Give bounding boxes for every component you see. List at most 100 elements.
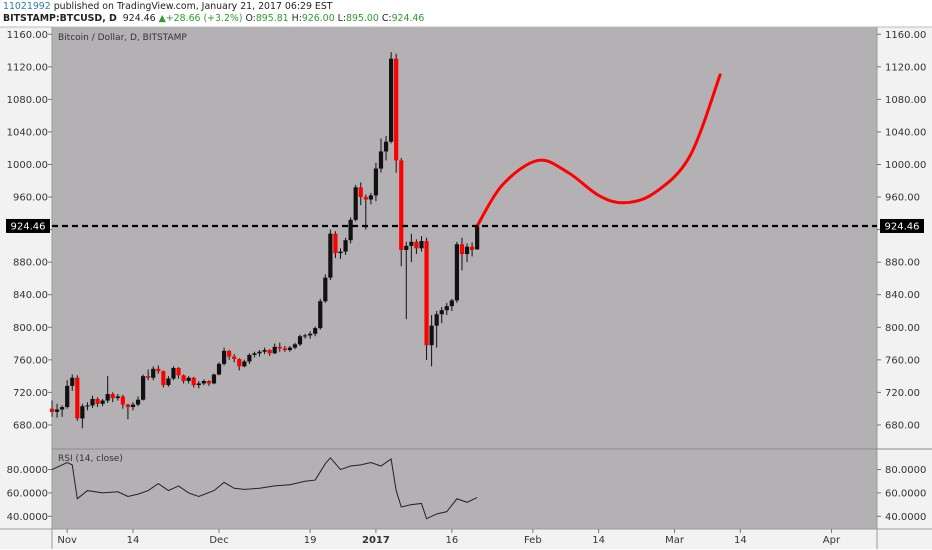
candle-down[interactable] [49, 408, 55, 412]
candle-down[interactable] [227, 350, 232, 357]
candle-down[interactable] [110, 394, 115, 399]
candle-up[interactable] [242, 361, 247, 367]
candle-up[interactable] [323, 277, 328, 302]
candle-down[interactable] [120, 396, 125, 405]
candle-up[interactable] [80, 406, 85, 419]
candle-up[interactable] [297, 336, 303, 345]
candle-up[interactable] [201, 381, 206, 384]
right-y-tick-label: 720.00 [885, 388, 920, 399]
right-y-tick-label: 800.00 [885, 323, 920, 334]
price-pane[interactable] [52, 27, 877, 449]
candle-up[interactable] [216, 363, 222, 375]
candle-up[interactable] [166, 378, 171, 386]
candle-up[interactable] [383, 141, 389, 152]
candle-down[interactable] [156, 368, 161, 372]
projection-curve[interactable] [475, 73, 722, 228]
candle-up[interactable] [389, 58, 394, 142]
candle-up[interactable] [115, 396, 120, 399]
candle-up[interactable] [252, 353, 257, 355]
candle-down[interactable] [176, 367, 181, 376]
candle-up[interactable] [257, 351, 262, 354]
candle-up[interactable] [434, 314, 439, 326]
candle-up[interactable] [313, 328, 318, 334]
candle-down[interactable] [358, 187, 363, 198]
candle-down[interactable] [237, 359, 242, 367]
candle-up[interactable] [130, 404, 136, 408]
candle-up[interactable] [318, 301, 323, 329]
candle-down[interactable] [414, 241, 419, 249]
x-tick-label: Nov [57, 535, 77, 546]
left-y-tick-label: 960.00 [13, 193, 48, 204]
candle-up[interactable] [338, 251, 343, 254]
candle-up[interactable] [439, 310, 444, 315]
rsi-line[interactable] [51, 457, 478, 520]
candle-up[interactable] [287, 347, 292, 351]
candle-up[interactable] [60, 407, 65, 410]
candle-up[interactable] [151, 368, 156, 378]
candle-down[interactable] [469, 246, 475, 250]
candle-up[interactable] [65, 385, 70, 408]
candle-down[interactable] [267, 350, 272, 354]
candle-up[interactable] [272, 346, 277, 354]
candle-up[interactable] [409, 241, 414, 246]
candle-down[interactable] [399, 160, 404, 250]
candle-up[interactable] [328, 233, 333, 278]
candle-up[interactable] [247, 354, 252, 362]
candle-up[interactable] [348, 219, 353, 241]
candle-up[interactable] [196, 383, 201, 386]
left-y-tick-label: 1160.00 [7, 30, 48, 41]
candle-up[interactable] [429, 325, 434, 346]
candle-up[interactable] [475, 225, 480, 250]
candle-down[interactable] [282, 348, 287, 351]
candle-up[interactable] [211, 374, 217, 384]
candle-down[interactable] [95, 398, 100, 404]
candle-down[interactable] [277, 346, 282, 349]
rsi-pane[interactable] [52, 449, 877, 529]
candle-up[interactable] [171, 367, 176, 379]
candle-down[interactable] [146, 376, 151, 378]
candle-up[interactable] [100, 400, 105, 404]
candle-up[interactable] [404, 245, 409, 250]
candle-up[interactable] [221, 350, 227, 364]
candle-down[interactable] [394, 58, 399, 161]
candle-up[interactable] [105, 394, 110, 401]
candle-down[interactable] [232, 356, 237, 360]
candle-down[interactable] [75, 377, 80, 419]
candle-up[interactable] [292, 344, 298, 348]
candle-up[interactable] [308, 333, 313, 336]
candle-down[interactable] [333, 233, 338, 254]
x-tick-label: 14 [734, 535, 747, 546]
candle-down[interactable] [125, 404, 131, 408]
candle-up[interactable] [343, 240, 348, 252]
candle-up[interactable] [141, 376, 146, 400]
candle-up[interactable] [54, 409, 60, 412]
candle-up[interactable] [449, 300, 454, 307]
candle-up[interactable] [454, 244, 460, 301]
candle-down[interactable] [363, 197, 368, 200]
candle-down[interactable] [424, 241, 429, 346]
candle-up[interactable] [419, 241, 424, 249]
candle-down[interactable] [206, 381, 212, 384]
candle-up[interactable] [70, 377, 75, 386]
right-y-tick-label: 1160.00 [885, 30, 926, 41]
left-y-tick-label: 1000.00 [7, 160, 48, 171]
candle-up[interactable] [464, 246, 470, 255]
candle-up[interactable] [90, 398, 95, 406]
candle-up[interactable] [302, 335, 308, 337]
candle-up[interactable] [444, 306, 449, 311]
candle-up[interactable] [373, 168, 379, 196]
candle-down[interactable] [161, 371, 166, 386]
symbol-label: BITSTAMP:BTCUSD, D [3, 12, 117, 24]
candle-down[interactable] [459, 244, 465, 255]
candle-up[interactable] [85, 405, 90, 407]
candle-down[interactable] [191, 377, 196, 386]
candle-down[interactable] [181, 375, 186, 381]
candle-up[interactable] [186, 377, 191, 381]
candle-up[interactable] [353, 187, 358, 220]
candle-up[interactable] [378, 151, 384, 169]
candle-up[interactable] [262, 350, 267, 352]
candle-up[interactable] [135, 399, 141, 405]
publisher-username[interactable]: 11021992 [3, 1, 51, 12]
candle-up[interactable] [368, 195, 373, 200]
